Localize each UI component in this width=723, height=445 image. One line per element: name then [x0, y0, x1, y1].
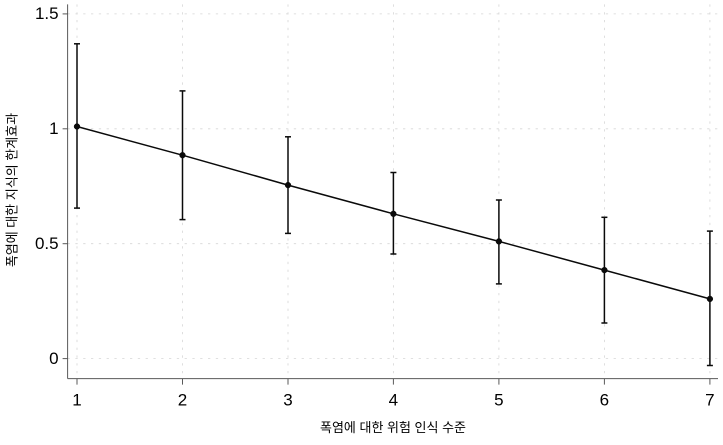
svg-text:4: 4: [389, 390, 398, 409]
svg-text:7: 7: [705, 390, 714, 409]
svg-text:1: 1: [72, 390, 81, 409]
svg-text:3: 3: [283, 390, 292, 409]
svg-text:6: 6: [600, 390, 609, 409]
svg-text:0.5: 0.5: [35, 234, 59, 253]
svg-text:1.5: 1.5: [35, 4, 59, 23]
svg-text:0: 0: [49, 349, 58, 368]
svg-text:5: 5: [494, 390, 503, 409]
svg-text:1: 1: [49, 119, 58, 138]
svg-text:2: 2: [178, 390, 187, 409]
